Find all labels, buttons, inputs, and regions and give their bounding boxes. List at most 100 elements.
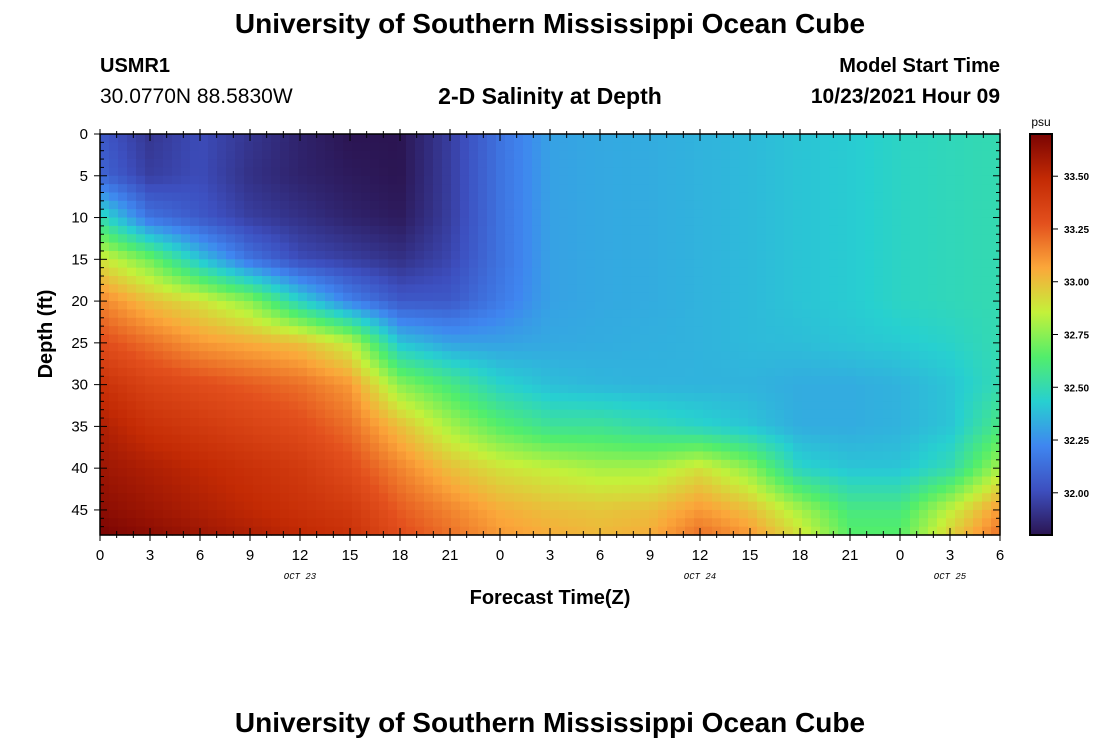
heatmap-cell bbox=[550, 334, 560, 344]
heatmap-cell bbox=[559, 276, 569, 285]
heatmap-cell bbox=[262, 159, 272, 169]
heatmap-cell bbox=[343, 159, 353, 169]
heatmap-cell bbox=[406, 351, 416, 361]
heatmap-cell bbox=[694, 434, 704, 444]
heatmap-cell bbox=[937, 493, 947, 503]
heatmap-cell bbox=[856, 184, 866, 194]
heatmap-cell bbox=[910, 401, 920, 411]
heatmap-cell bbox=[388, 284, 398, 294]
heatmap-cell bbox=[343, 426, 353, 436]
heatmap-cell bbox=[865, 217, 875, 227]
heatmap-cell bbox=[298, 217, 308, 227]
heatmap-cell bbox=[217, 175, 227, 185]
heatmap-cell bbox=[433, 200, 443, 210]
heatmap-cell bbox=[523, 493, 533, 503]
heatmap-cell bbox=[523, 526, 533, 536]
heatmap-cell bbox=[478, 359, 488, 369]
heatmap-cell bbox=[379, 200, 389, 210]
heatmap-cell bbox=[442, 326, 452, 336]
heatmap-cell bbox=[730, 326, 740, 336]
heatmap-cell bbox=[109, 376, 119, 386]
heatmap-cell bbox=[838, 234, 848, 244]
heatmap-cell bbox=[937, 434, 947, 444]
heatmap-cell bbox=[721, 200, 731, 210]
heatmap-cell bbox=[514, 150, 524, 160]
heatmap-cell bbox=[478, 301, 488, 311]
heatmap-cell bbox=[946, 484, 956, 494]
heatmap-cell bbox=[604, 468, 614, 478]
heatmap-cell bbox=[424, 443, 434, 453]
heatmap-cell bbox=[784, 434, 794, 444]
heatmap-cell bbox=[820, 434, 830, 444]
heatmap-cell bbox=[280, 192, 290, 202]
heatmap-cell bbox=[406, 301, 416, 311]
heatmap-cell bbox=[991, 225, 1001, 235]
heatmap-cell bbox=[874, 334, 884, 344]
heatmap-cell bbox=[847, 301, 857, 311]
heatmap-cell bbox=[982, 134, 992, 143]
heatmap-cell bbox=[802, 200, 812, 210]
heatmap-cell bbox=[811, 367, 821, 377]
heatmap-cell bbox=[901, 150, 911, 160]
heatmap-cell bbox=[712, 284, 722, 294]
heatmap-cell bbox=[964, 200, 974, 210]
heatmap-cell bbox=[937, 451, 947, 461]
heatmap-cell bbox=[937, 217, 947, 227]
heatmap-cell bbox=[316, 150, 326, 160]
heatmap-cell bbox=[604, 351, 614, 361]
heatmap-cell bbox=[343, 376, 353, 386]
heatmap-cell bbox=[730, 309, 740, 319]
heatmap-cell bbox=[694, 468, 704, 478]
heatmap-cell bbox=[208, 250, 218, 260]
heatmap-cell bbox=[199, 401, 209, 411]
heatmap-cell bbox=[937, 209, 947, 219]
heatmap-cell bbox=[802, 434, 812, 444]
heatmap-cell bbox=[757, 309, 767, 319]
heatmap-cell bbox=[271, 468, 281, 478]
heatmap-cell bbox=[622, 150, 632, 160]
heatmap-cell bbox=[883, 284, 893, 294]
heatmap-cell bbox=[541, 276, 551, 285]
heatmap-cell bbox=[829, 309, 839, 319]
heatmap-cell bbox=[487, 451, 497, 461]
heatmap-cell bbox=[730, 367, 740, 377]
heatmap-cell bbox=[964, 401, 974, 411]
heatmap-cell bbox=[775, 200, 785, 210]
heatmap-cell bbox=[919, 476, 929, 486]
heatmap-cell bbox=[523, 175, 533, 185]
heatmap-cell bbox=[613, 526, 623, 536]
heatmap-cell bbox=[766, 501, 776, 511]
heatmap-cell bbox=[154, 451, 164, 461]
heatmap-cell bbox=[226, 476, 236, 486]
heatmap-cell bbox=[883, 443, 893, 453]
heatmap-cell bbox=[829, 184, 839, 194]
heatmap-cell bbox=[199, 409, 209, 419]
heatmap-cell bbox=[181, 351, 191, 361]
heatmap-cell bbox=[208, 468, 218, 478]
heatmap-cell bbox=[523, 225, 533, 235]
heatmap-cell bbox=[289, 526, 299, 536]
heatmap-cell bbox=[694, 317, 704, 327]
heatmap-cell bbox=[784, 518, 794, 528]
heatmap-cell bbox=[838, 209, 848, 219]
heatmap-cell bbox=[523, 359, 533, 369]
heatmap-cell bbox=[874, 426, 884, 436]
heatmap-cell bbox=[838, 192, 848, 202]
heatmap-cell bbox=[154, 376, 164, 386]
heatmap-cell bbox=[649, 150, 659, 160]
heatmap-cell bbox=[460, 501, 470, 511]
heatmap-cell bbox=[235, 317, 245, 327]
heatmap-cell bbox=[442, 418, 452, 427]
heatmap-cell bbox=[703, 242, 713, 252]
heatmap-cell bbox=[586, 225, 596, 235]
heatmap-cell bbox=[532, 459, 542, 469]
heatmap-cell bbox=[847, 217, 857, 227]
heatmap-cell bbox=[874, 234, 884, 244]
heatmap-cell bbox=[442, 484, 452, 494]
heatmap-cell bbox=[451, 217, 461, 227]
heatmap-cell bbox=[973, 259, 983, 269]
heatmap-cell bbox=[154, 484, 164, 494]
heatmap-cell bbox=[712, 367, 722, 377]
heatmap-cell bbox=[280, 384, 290, 394]
heatmap-cell bbox=[928, 234, 938, 244]
